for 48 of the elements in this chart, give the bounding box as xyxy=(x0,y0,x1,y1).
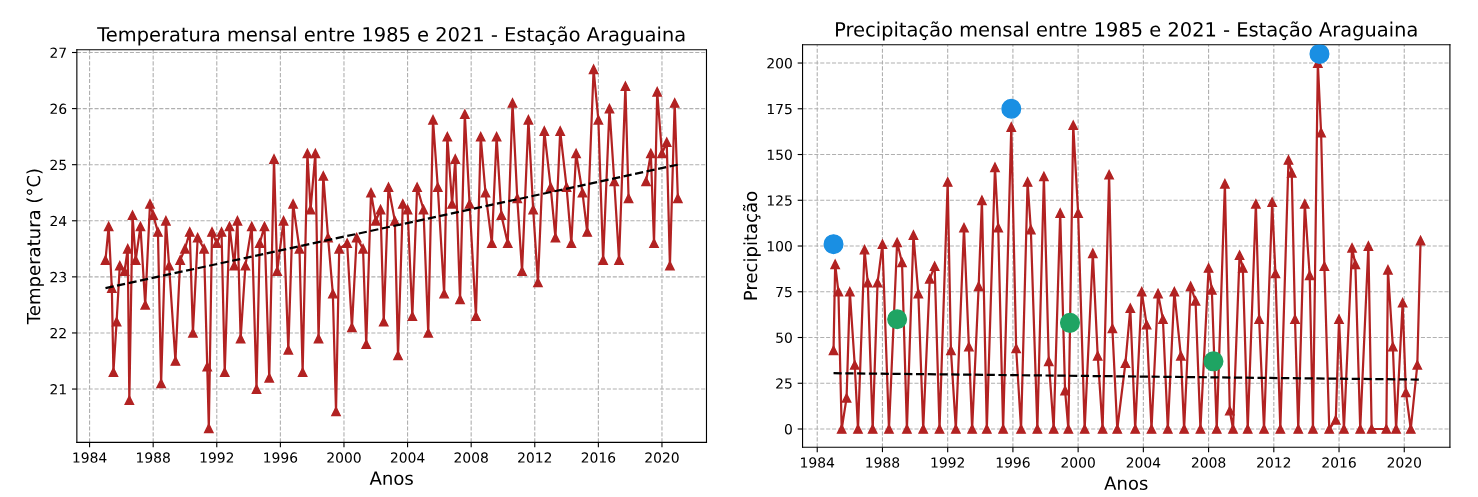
x-tick-label: 2004 xyxy=(390,452,425,463)
x-tick-label: 2016 xyxy=(1322,457,1356,468)
y-tick-label: 23 xyxy=(50,271,67,283)
chart-title: Temperatura mensal entre 1985 e 2021 - Estação Araguaina xyxy=(97,26,685,46)
x-tick-label: 1984 xyxy=(801,457,835,468)
chart-title: Precipitação mensal entre 1985 e 2021 - Estação Araguaina xyxy=(836,21,1417,41)
point xyxy=(1203,351,1224,372)
x-tick-label: 1992 xyxy=(931,457,964,468)
y-axis-title: Precipitação xyxy=(742,191,761,300)
x-tick-label: 2012 xyxy=(518,452,552,463)
x-axis-title: Anos xyxy=(1104,476,1148,490)
y-tick-label: 200 xyxy=(767,58,792,69)
y-tick-label: 24 xyxy=(50,215,67,227)
x-tick-label: 1996 xyxy=(264,452,298,463)
y-tick-label: 175 xyxy=(767,103,792,115)
y-tick-label: 26 xyxy=(50,103,67,115)
point xyxy=(823,234,844,255)
x-tick-label: 2020 xyxy=(645,452,679,463)
x-tick-label: 2000 xyxy=(327,452,361,463)
y-tick-label: 125 xyxy=(767,195,792,206)
point xyxy=(1059,312,1080,333)
y-tick-label: 75 xyxy=(776,286,792,298)
y-tick-label: 50 xyxy=(776,332,792,343)
x-tick-label: 2000 xyxy=(1061,457,1095,468)
x-tick-label: 2012 xyxy=(1257,457,1291,468)
point xyxy=(1309,44,1330,64)
x-tick-label: 2004 xyxy=(1126,457,1161,468)
y-axis-title: Temperatura (°C) xyxy=(26,169,44,325)
y-tick-label: 21 xyxy=(50,384,66,395)
y-tick-label: 25 xyxy=(776,378,792,389)
x-tick-label: 2020 xyxy=(1387,457,1422,468)
x-tick-label: 2008 xyxy=(454,452,488,463)
y-tick-label: 0 xyxy=(784,423,792,435)
y-tick-label: 25 xyxy=(50,159,66,171)
y-tick-label: 22 xyxy=(50,327,66,339)
x-tick-label: 2008 xyxy=(1191,457,1226,468)
x-tick-label: 1988 xyxy=(866,457,900,468)
point xyxy=(1001,98,1022,119)
x-tick-label: 1988 xyxy=(137,452,170,463)
y-tick-label: 27 xyxy=(50,47,66,58)
x-tick-label: 1992 xyxy=(200,452,234,463)
point xyxy=(887,309,908,330)
x-axis-title: Anos xyxy=(369,471,413,486)
x-tick-label: 1984 xyxy=(73,452,107,463)
y-tick-label: 100 xyxy=(767,240,792,252)
x-tick-label: 1996 xyxy=(996,457,1030,468)
y-tick-label: 150 xyxy=(767,149,792,160)
x-tick-label: 2016 xyxy=(581,452,616,463)
